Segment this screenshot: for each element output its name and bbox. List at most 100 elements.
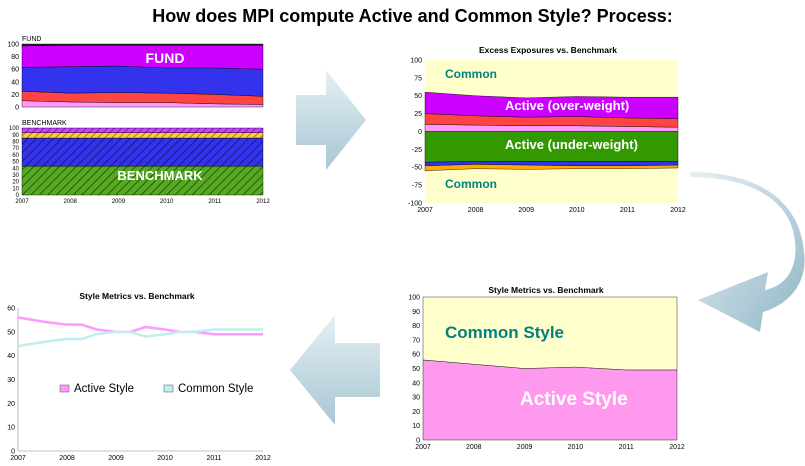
- style-line-x-tick-0: 2007: [10, 455, 26, 462]
- style-area-y-tick-8: 20: [412, 409, 420, 416]
- excess-y-tick-2: 50: [414, 93, 422, 100]
- bench-y-tick-0: 100: [9, 126, 20, 132]
- fund-y-tick-2: 60: [11, 67, 19, 74]
- style-line-y-tick-0: 60: [7, 305, 15, 312]
- style-area-y-tick-4: 60: [412, 352, 420, 359]
- excess-y-tick-7: -75: [412, 183, 422, 190]
- excess-exposures-chart: Excess Exposures vs. Benchmark 100 75 50 25…: [408, 45, 686, 214]
- excess-active-over-label: Active (over-weight): [505, 98, 629, 113]
- style-line-y-tick-6: 0: [11, 448, 15, 455]
- style-line-y-tick-4: 20: [7, 401, 15, 408]
- bench-x-tick-3: 2010: [160, 199, 174, 205]
- bench-y-tick-10: 0: [16, 193, 20, 199]
- bench-y-tick-7: 30: [12, 173, 19, 179]
- excess-x-tick-3: 2010: [569, 207, 585, 214]
- style-line-x-tick-3: 2010: [157, 455, 173, 462]
- excess-y-tick-3: 25: [414, 111, 422, 118]
- excess-x-tick-5: 2012: [670, 207, 686, 214]
- excess-title: Excess Exposures vs. Benchmark: [479, 45, 617, 55]
- benchmark-overlay-label: BENCHMARK: [117, 168, 203, 183]
- excess-x-tick-2: 2009: [518, 207, 534, 214]
- style-line-x-ticks: 2007 2008 2009 2010 2011 2012: [10, 455, 271, 462]
- bench-series-2: [21, 132, 264, 139]
- style-line-y-tick-1: 50: [7, 329, 15, 336]
- bench-y-tick-9: 10: [12, 186, 19, 192]
- style-line-y-tick-2: 40: [7, 353, 15, 360]
- style-line-x-tick-1: 2008: [59, 455, 75, 462]
- bench-y-tick-6: 40: [12, 166, 19, 172]
- style-line-y-ticks: 60 50 40 30 20 10 0: [7, 305, 15, 455]
- style-metrics-area-chart: Style Metrics vs. Benchmark 100908070605…: [408, 285, 685, 451]
- arrow-curved-down-icon: [690, 172, 805, 332]
- style-area-x-tick-0: 2007: [415, 444, 431, 451]
- fund-series-2: [21, 65, 264, 97]
- excess-x-tick-4: 2011: [620, 207, 635, 214]
- style-area-y-tick-7: 30: [412, 395, 420, 402]
- bench-y-tick-4: 60: [12, 153, 19, 159]
- fund-y-tick-5: 0: [15, 104, 19, 111]
- bench-y-tick-2: 80: [12, 140, 19, 146]
- bench-series-1: [21, 137, 264, 167]
- fund-y-tick-0: 100: [7, 41, 19, 48]
- style-area-y-tick-9: 10: [412, 423, 420, 430]
- excess-y-tick-4: 0: [418, 129, 422, 136]
- bench-x-tick-2: 2009: [112, 199, 126, 205]
- style-area-y-tick-1: 90: [412, 309, 420, 316]
- excess-active-under-label: Active (under-weight): [505, 137, 638, 152]
- style-line-series-1: [17, 328, 263, 348]
- style-line-y-tick-3: 30: [7, 377, 15, 384]
- style-line-y-tick-5: 10: [7, 425, 15, 432]
- bench-y-tick-8: 20: [12, 180, 19, 186]
- bench-x-tick-1: 2008: [64, 199, 78, 205]
- style-area-y-tick-0: 100: [408, 294, 420, 301]
- bench-x-tick-0: 2007: [15, 199, 29, 205]
- style-area-y-tick-3: 70: [412, 337, 420, 344]
- benchmark-x-ticks: 2007 2008 2009 2010 2011 2012: [15, 199, 270, 205]
- style-area-series-1: [422, 296, 678, 371]
- style-line-x-tick-2: 2009: [108, 455, 124, 462]
- style-line-x-tick-4: 2011: [206, 455, 221, 462]
- style-line-x-tick-5: 2012: [255, 455, 271, 462]
- style-area-x-tick-5: 2012: [669, 444, 685, 451]
- style-area-y-tick-5: 50: [412, 366, 420, 373]
- legend-active-style: Active Style: [74, 383, 134, 395]
- excess-x-ticks: 2007 2008 2009 2010 2011 2012: [417, 207, 686, 214]
- excess-y-ticks: 100 75 50 25 0 -25 -50 -75 -100: [408, 57, 422, 207]
- fund-overlay-label: FUND: [146, 50, 185, 66]
- style-area-x-ticks: 2007 2008 2009 2010 2011 2012: [415, 444, 685, 451]
- style-area-x-tick-2: 2009: [517, 444, 533, 451]
- excess-y-tick-6: -50: [412, 165, 422, 172]
- fund-caption: FUND: [22, 36, 41, 43]
- arrow-right-icon: [296, 70, 366, 170]
- arrow-left-icon: [290, 315, 380, 425]
- style-area-common-label: Common Style: [445, 323, 564, 342]
- bench-series-3: [21, 127, 264, 133]
- benchmark-caption: BENCHMARK: [22, 120, 67, 127]
- style-area-y-tick-6: 40: [412, 380, 420, 387]
- style-area-x-tick-4: 2011: [619, 444, 634, 451]
- excess-neg-series-2: [424, 164, 679, 172]
- fund-area-chart: [21, 43, 264, 108]
- fund-y-ticks: 100 80 60 40 20 0: [7, 41, 19, 111]
- excess-x-tick-1: 2008: [468, 207, 484, 214]
- excess-common-bottom-label: Common: [445, 177, 497, 191]
- excess-y-tick-5: -25: [412, 147, 422, 154]
- bench-y-tick-1: 90: [12, 133, 19, 139]
- bench-x-tick-5: 2012: [256, 199, 270, 205]
- style-line-title: Style Metrics vs. Benchmark: [79, 291, 195, 301]
- bench-y-tick-5: 50: [12, 160, 19, 166]
- style-metrics-line-chart: Style Metrics vs. Benchmark 605040302010…: [7, 291, 271, 462]
- style-line-legend: Active Style Common Style: [59, 383, 253, 395]
- page-title: How does MPI compute Active and Common S…: [152, 6, 673, 26]
- style-area-x-tick-1: 2008: [466, 444, 482, 451]
- style-area-y-tick-2: 80: [412, 323, 420, 330]
- excess-y-tick-1: 75: [414, 75, 422, 82]
- legend-common-style: Common Style: [178, 383, 253, 395]
- style-area-title: Style Metrics vs. Benchmark: [488, 285, 604, 295]
- excess-x-tick-0: 2007: [417, 207, 433, 214]
- style-area-y-tick-10: 0: [416, 437, 420, 444]
- excess-y-tick-0: 100: [410, 57, 422, 64]
